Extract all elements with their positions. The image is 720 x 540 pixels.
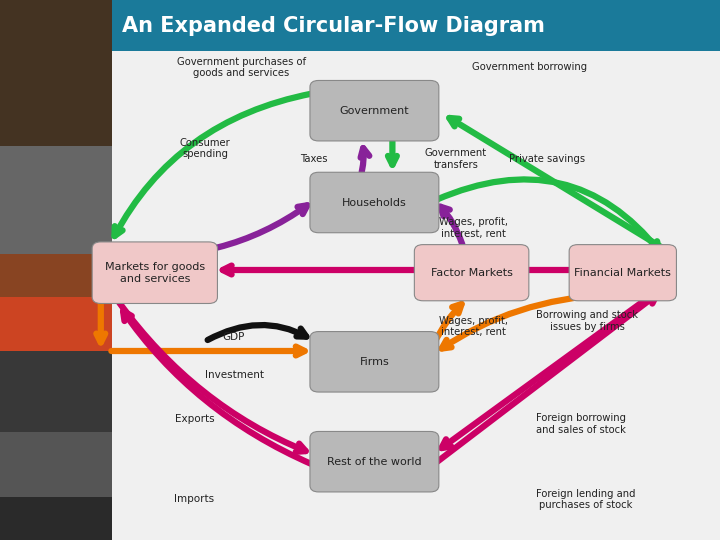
Text: Government: Government (340, 106, 409, 116)
Text: Government
transfers: Government transfers (425, 148, 487, 170)
Text: GDP: GDP (222, 333, 246, 342)
Text: Consumer
spending: Consumer spending (180, 138, 230, 159)
Text: Imports: Imports (174, 495, 215, 504)
FancyBboxPatch shape (92, 242, 217, 303)
Text: Rest of the world: Rest of the world (327, 457, 422, 467)
Text: Foreign lending and
purchases of stock: Foreign lending and purchases of stock (536, 489, 636, 510)
Bar (0, 497, 112, 540)
FancyBboxPatch shape (415, 245, 528, 301)
Bar (0, 254, 112, 297)
FancyBboxPatch shape (569, 245, 677, 301)
Bar (112, 0, 720, 540)
Text: Borrowing and stock
issues by firms: Borrowing and stock issues by firms (536, 310, 639, 332)
FancyBboxPatch shape (310, 431, 439, 492)
Bar (0, 146, 112, 254)
FancyBboxPatch shape (310, 172, 439, 233)
Text: Government borrowing: Government borrowing (472, 63, 587, 72)
Text: Taxes: Taxes (300, 154, 328, 164)
Bar (0, 0, 112, 540)
Text: Financial Markets: Financial Markets (575, 268, 671, 278)
Text: Investment: Investment (204, 370, 264, 380)
Text: Exports: Exports (174, 414, 215, 423)
Text: Wages, profit,
interest, rent: Wages, profit, interest, rent (439, 217, 508, 239)
Text: Wages, profit,
interest, rent: Wages, profit, interest, rent (439, 316, 508, 338)
Bar (0, 351, 112, 432)
Text: Foreign borrowing
and sales of stock: Foreign borrowing and sales of stock (536, 413, 626, 435)
Text: Factor Markets: Factor Markets (431, 268, 513, 278)
Bar (0, 297, 112, 351)
Bar (112, 0, 720, 51)
FancyBboxPatch shape (310, 332, 439, 392)
Text: An Expanded Circular-Flow Diagram: An Expanded Circular-Flow Diagram (122, 16, 545, 36)
Text: Markets for goods
and services: Markets for goods and services (104, 262, 205, 284)
Bar (0, 0, 112, 146)
FancyBboxPatch shape (310, 80, 439, 141)
Text: Households: Households (342, 198, 407, 207)
Text: Government purchases of
goods and services: Government purchases of goods and servic… (176, 57, 306, 78)
Text: Firms: Firms (359, 357, 390, 367)
Bar (0, 432, 112, 497)
Text: Private savings: Private savings (509, 154, 585, 164)
